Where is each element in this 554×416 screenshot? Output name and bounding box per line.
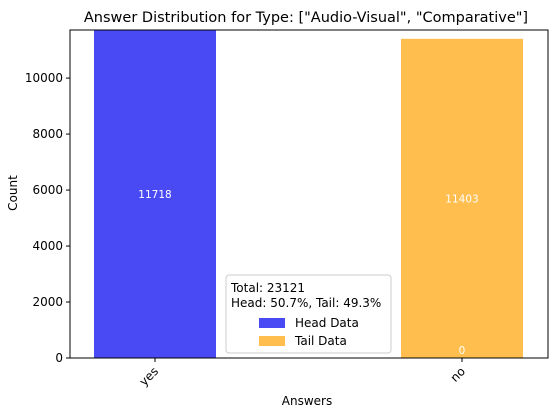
y-tick-label: 4000 (32, 239, 63, 253)
legend-title-ratio: Head: 50.7%, Tail: 49.3% (231, 296, 381, 310)
y-tick-label: 8000 (32, 127, 63, 141)
bar-yes-head-data (94, 30, 216, 358)
bar-no-tail-data (401, 38, 523, 359)
bar-value-label: 11403 (445, 193, 478, 205)
bar-value-label: 11718 (138, 189, 171, 201)
y-tick-label: 10000 (25, 71, 63, 85)
legend-swatch-head (259, 318, 285, 328)
legend-label-tail: Tail Data (294, 334, 347, 348)
x-tick-label: no (448, 364, 468, 384)
y-tick-label: 0 (55, 351, 63, 365)
bar-value-label: 0 (459, 345, 466, 357)
y-tick-label: 2000 (32, 295, 63, 309)
y-axis-label: Count (6, 175, 20, 211)
y-tick-label: 6000 (32, 183, 63, 197)
x-tick-label: yes (137, 364, 162, 389)
plot-frame (69, 29, 549, 359)
legend-title-total: Total: 23121 (230, 281, 305, 295)
legend-label-head: Head Data (295, 316, 359, 330)
legend-box (225, 274, 392, 354)
x-axis-label: Answers (282, 394, 332, 408)
legend-swatch-tail (259, 336, 285, 346)
chart-title: Answer Distribution for Type: ["Audio-Vi… (84, 10, 528, 26)
legend: Total: 23121 Head: 50.7%, Tail: 49.3% He… (225, 274, 392, 354)
